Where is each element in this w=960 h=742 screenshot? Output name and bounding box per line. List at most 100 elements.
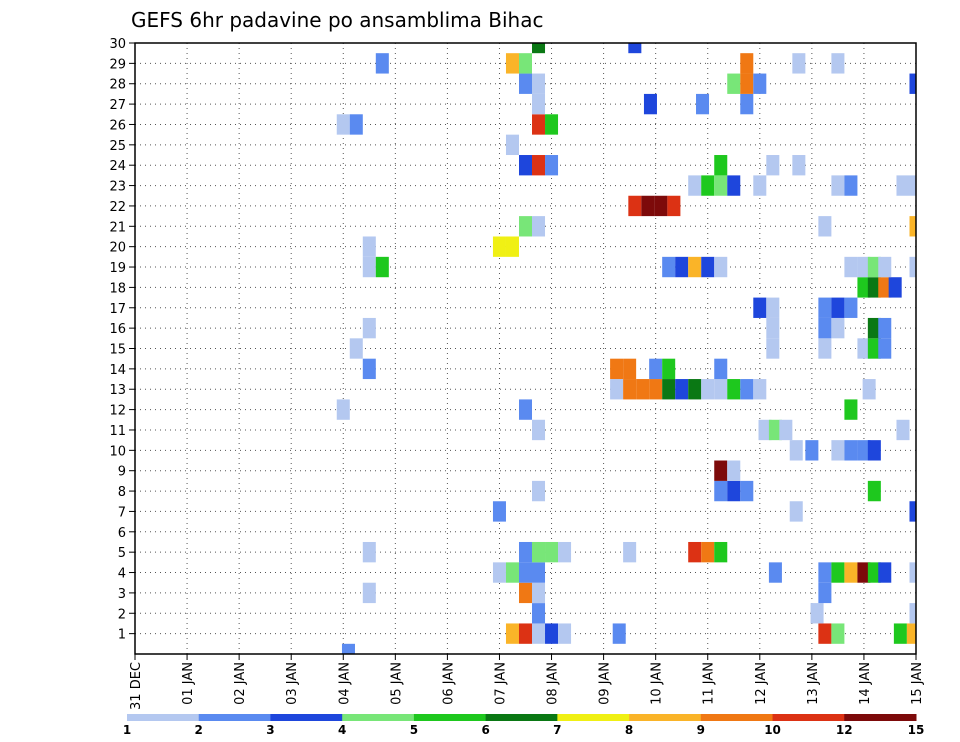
data-cell [909,562,916,583]
colorbar-label: 12 [836,723,853,737]
data-cell [893,623,907,644]
x-axis: 31 DEC 01 JAN 02 JAN 03 JAN 04 JAN 05 JAN 06 J… [129,654,925,710]
y-tick-label: 16 [109,322,126,337]
data-cell [518,582,533,604]
data-cell [867,440,881,461]
x-tick-label: 15 JAN [910,662,925,705]
colorbar-swatch [557,714,630,721]
data-cell [636,379,650,400]
data-cell [714,256,728,278]
x-tick-label: 07 JAN [493,662,508,705]
data-cell [857,562,871,583]
y-tick-label: 28 [109,78,126,93]
data-cell [867,317,881,339]
y-tick-label: 3 [118,587,126,602]
data-cell [844,440,858,461]
data-cell [532,562,546,583]
data-cell [518,541,533,563]
data-cell [768,562,782,583]
data-cell [714,155,728,176]
data-cell [505,134,519,156]
data-cell [831,53,845,74]
colorbar-label: 10 [764,723,781,737]
colorbar-label: 3 [266,723,274,737]
data-cell [857,256,871,278]
colorbar-label: 1 [123,723,131,737]
data-cell [558,541,572,563]
data-cell [844,562,858,583]
colorbar-swatch [485,714,558,721]
data-cell [336,399,350,420]
data-cell [688,379,702,400]
data-cell [753,379,767,400]
data-cell [558,623,572,644]
y-tick-label: 8 [118,485,126,500]
data-cell [518,155,533,176]
data-cell [844,175,858,196]
x-tick-label: 03 JAN [285,662,300,705]
data-cell [909,501,916,522]
x-tick-label: 12 JAN [754,662,769,705]
y-tick-label: 22 [109,200,126,215]
chart-title: GEFS 6hr padavine po ansamblima Bihac [131,8,543,32]
data-cell [641,195,655,217]
data-cell [857,440,871,461]
data-cell [831,317,845,339]
colorbar-swatch [772,714,845,721]
data-cell [878,317,892,339]
data-cell [505,562,519,583]
data-cell [844,399,858,420]
data-cell [818,623,832,644]
data-cell [867,562,881,583]
data-cell [831,440,845,461]
y-tick-label: 7 [118,505,126,520]
data-cell [492,562,506,583]
data-cell [505,623,519,644]
data-cell [792,155,806,176]
data-cell [766,155,780,176]
y-tick-label: 11 [109,424,126,439]
data-cell [867,480,881,502]
data-cell [532,623,546,644]
y-tick-label: 15 [109,343,126,358]
data-cell [727,175,741,196]
y-tick-label: 19 [109,261,126,276]
colorbar-swatch [342,714,415,721]
data-cell [753,73,767,94]
colorbar-label: 4 [338,723,346,737]
data-cell [341,643,355,654]
colorbar-swatch [844,714,917,721]
data-cell [727,73,741,94]
data-cell [688,541,702,563]
data-cell [492,501,506,522]
data-cell [727,460,741,481]
y-tick-label: 24 [109,159,126,174]
y-tick-label: 29 [109,57,126,72]
data-cell [831,175,845,196]
data-cell [362,256,376,278]
y-tick-label: 1 [118,628,126,643]
data-cell [727,480,741,502]
data-cell [753,297,767,318]
data-cell [714,460,728,481]
data-cell [518,623,533,644]
data-cell [727,379,741,400]
data-cell [532,541,546,563]
data-cell [349,114,363,135]
data-cell [628,195,642,217]
x-tick-label: 08 JAN [546,662,561,705]
y-tick-label: 4 [118,567,126,582]
x-tick-label: 06 JAN [441,662,456,705]
x-tick-label: 11 JAN [702,662,717,705]
data-cell [867,277,881,298]
data-cell [545,155,559,176]
data-cell [867,256,881,278]
data-cell [662,358,676,380]
y-tick-label: 9 [118,465,126,480]
y-tick-label: 26 [109,118,126,133]
data-cell [878,338,892,359]
colorbar-swatch [413,714,487,721]
data-cell [766,338,780,359]
data-cell [740,53,754,74]
data-cell [909,216,916,237]
